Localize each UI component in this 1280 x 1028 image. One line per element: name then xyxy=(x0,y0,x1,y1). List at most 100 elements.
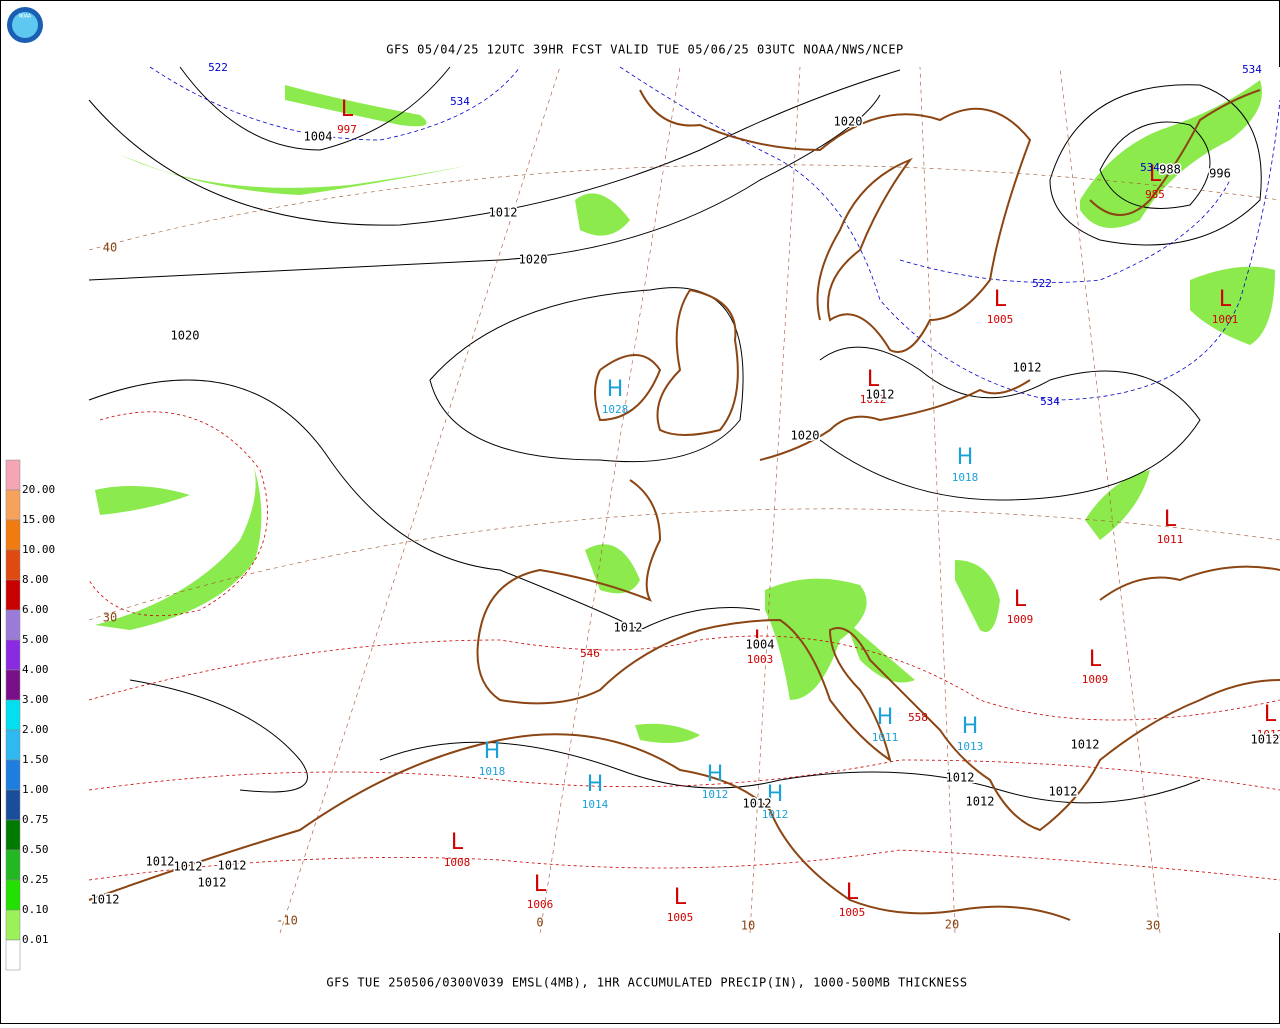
legend-swatch xyxy=(6,850,20,880)
legend-swatch xyxy=(6,550,20,580)
thickness-label: 534 xyxy=(1242,63,1262,76)
pressure-value: 1018 xyxy=(479,765,506,778)
pressure-symbol: L xyxy=(1264,702,1277,727)
pressure-value: 1008 xyxy=(444,856,471,869)
pressure-symbol: H xyxy=(484,739,501,764)
legend-label: 5.00 xyxy=(22,633,49,646)
isobar-label: 1012 xyxy=(743,797,772,811)
legend-label: 3.00 xyxy=(22,693,49,706)
legend-label: 0.10 xyxy=(22,903,49,916)
legend-label: 0.75 xyxy=(22,813,49,826)
logo-text: NOAA xyxy=(19,14,31,20)
pressure-symbol: L xyxy=(1089,647,1102,672)
legend-label: 1.00 xyxy=(22,783,49,796)
legend-swatch xyxy=(6,730,20,760)
thickness-label: 522 xyxy=(208,61,228,74)
pressure-symbol: H xyxy=(877,705,894,730)
legend-label: 6.00 xyxy=(22,603,49,616)
isobar-label: 1012 xyxy=(218,859,247,873)
pressure-value: 1009 xyxy=(1007,613,1034,626)
legend-swatch xyxy=(6,460,20,490)
thickness-label: 534 xyxy=(450,95,470,108)
grid-label: 40 xyxy=(103,241,117,255)
isobar-label: 996 xyxy=(1209,167,1231,181)
grid-label: 30 xyxy=(103,611,117,625)
thickness-label: 558 xyxy=(908,711,928,724)
legend-swatch xyxy=(6,940,20,970)
isobar-label: 1004 xyxy=(304,130,333,144)
pressure-symbol: H xyxy=(587,772,604,797)
pressure-value: 1018 xyxy=(952,471,979,484)
legend-swatch xyxy=(6,910,20,940)
pressure-value: 1028 xyxy=(602,403,629,416)
title: GFS 05/04/25 12UTC 39HR FCST VALID TUE 0… xyxy=(386,43,904,57)
legend-label: 20.00 xyxy=(22,483,55,496)
isobar-label: 988 xyxy=(1159,163,1181,177)
legend-label: 4.00 xyxy=(22,663,49,676)
isobar-label: 1020 xyxy=(519,253,548,267)
pressure-value: 1001 xyxy=(1212,313,1239,326)
legend-swatch xyxy=(6,640,20,670)
isobar-label: 1020 xyxy=(791,429,820,443)
isobar-label: 1012 xyxy=(966,795,995,809)
pressure-symbol: L xyxy=(1014,587,1027,612)
pressure-symbol: L xyxy=(994,287,1007,312)
pressure-value: 1011 xyxy=(872,731,899,744)
isobar-label: 1012 xyxy=(146,855,175,869)
isobar-label: 1012 xyxy=(198,876,227,890)
thickness-label: 534 xyxy=(1040,395,1060,408)
legend-label: 0.01 xyxy=(22,933,49,946)
grid-label: 10 xyxy=(741,919,755,933)
legend-swatch xyxy=(6,820,20,850)
pressure-symbol: H xyxy=(607,377,624,402)
legend-label: 10.00 xyxy=(22,543,55,556)
isobar-label: 1020 xyxy=(834,115,863,129)
legend-label: 15.00 xyxy=(22,513,55,526)
legend-label: 0.50 xyxy=(22,843,49,856)
legend-swatch xyxy=(6,700,20,730)
isobar-label: 1012 xyxy=(174,860,203,874)
thickness-label: 534 xyxy=(1140,161,1160,174)
isobar-label: 1012 xyxy=(1049,785,1078,799)
map xyxy=(89,67,1280,933)
thickness-label: 546 xyxy=(580,647,600,660)
pressure-value: 1014 xyxy=(582,798,609,811)
legend-label: 0.25 xyxy=(22,873,49,886)
isobar-label: 1012 xyxy=(1071,738,1100,752)
legend-swatch xyxy=(6,880,20,910)
legend-swatch xyxy=(6,610,20,640)
grid-label: 0 xyxy=(536,916,543,930)
pressure-symbol: H xyxy=(962,714,979,739)
legend-label: 8.00 xyxy=(22,573,49,586)
pressure-symbol: L xyxy=(1164,507,1177,532)
pressure-symbol: H xyxy=(707,762,724,787)
legend-swatch xyxy=(6,670,20,700)
pressure-symbol: L xyxy=(341,97,354,122)
legend-swatch xyxy=(6,580,20,610)
grid-label: 30 xyxy=(1146,919,1160,933)
legend-swatch xyxy=(6,790,20,820)
isobar-label: 1012 xyxy=(1013,361,1042,375)
isobar-label: 1020 xyxy=(171,329,200,343)
pressure-symbol: L xyxy=(534,872,547,897)
isobar-label: 1012 xyxy=(1251,733,1280,747)
pressure-symbol: H xyxy=(957,445,974,470)
pressure-symbol: L xyxy=(846,880,859,905)
pressure-value: 1005 xyxy=(839,906,866,919)
thickness-label: 522 xyxy=(1032,277,1052,290)
isobar-label: 1004 xyxy=(746,638,775,652)
grid-label: -10 xyxy=(276,914,298,928)
pressure-value: 997 xyxy=(337,123,357,136)
grid-label: 20 xyxy=(945,918,959,932)
legend-swatch xyxy=(6,520,20,550)
isobar-label: 1012 xyxy=(866,388,895,402)
isobar-label: 1012 xyxy=(489,206,518,220)
logo: NOAA xyxy=(7,7,43,43)
pressure-value: 1011 xyxy=(1157,533,1184,546)
footer: GFS TUE 250506/0300V039 EMSL(4MB), 1HR A… xyxy=(326,976,967,990)
pressure-value: 1003 xyxy=(747,653,774,666)
pressure-value: 1009 xyxy=(1082,673,1109,686)
pressure-symbol: L xyxy=(1219,287,1232,312)
